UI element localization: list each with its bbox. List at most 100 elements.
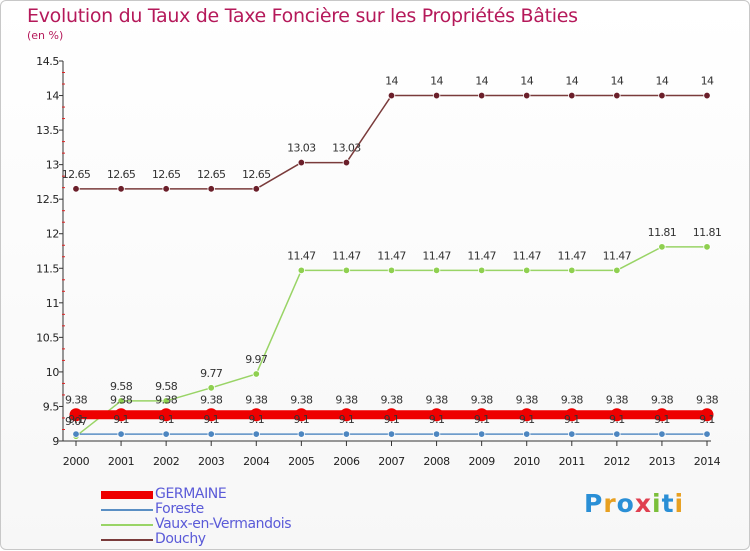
data-label: 11.81 [693, 226, 722, 239]
y-axis-unit-label: (en %) [27, 29, 64, 42]
data-label: 11.47 [377, 249, 406, 262]
legend-swatch [101, 508, 153, 511]
data-point [297, 158, 306, 167]
x-tick-label: 2002 [153, 455, 179, 468]
y-tick-label: 13 [46, 159, 60, 172]
y-tick-label: 14 [46, 90, 60, 103]
data-label: 9.1 [248, 413, 264, 426]
y-tick-label: 13.5 [36, 124, 59, 137]
data-label: 11.47 [422, 249, 451, 262]
data-label: 9.38 [651, 394, 674, 407]
data-point [252, 370, 260, 378]
data-label: 9.38 [335, 394, 358, 407]
data-point [700, 408, 714, 422]
logo-letter: t [661, 489, 675, 518]
data-point [613, 91, 621, 100]
data-label: 9.38 [245, 394, 268, 407]
data-label: 9.1 [519, 413, 535, 426]
data-label: 9.38 [65, 394, 88, 407]
data-point [568, 266, 576, 275]
legend-label: Foreste [155, 501, 204, 517]
x-tick-label: 2005 [288, 455, 315, 468]
data-point [523, 430, 531, 438]
data-point [565, 408, 579, 422]
data-point [297, 266, 306, 275]
data-point [568, 430, 576, 438]
data-point [252, 185, 260, 193]
y-tick-label: 10 [46, 366, 60, 379]
data-point [475, 408, 489, 422]
data-label: 9.38 [290, 394, 313, 407]
data-label: 9.1 [113, 413, 129, 426]
data-point [294, 408, 308, 422]
logo-letter: P [584, 489, 604, 518]
data-label: 13.03 [287, 142, 316, 155]
data-point [703, 91, 711, 100]
x-tick-label: 2013 [649, 455, 676, 468]
legend-label: Vaux-en-Vermandois [155, 516, 292, 532]
data-point [162, 430, 170, 438]
y-tick-label: 12.5 [36, 193, 59, 206]
data-point [117, 430, 125, 438]
data-label: 14 [430, 75, 443, 88]
data-point [114, 408, 128, 422]
data-point [387, 266, 396, 275]
data-point [432, 266, 441, 275]
data-point [204, 408, 218, 422]
data-point [477, 430, 486, 438]
legend-swatch [101, 523, 153, 526]
data-label: 9.1 [158, 413, 174, 426]
data-label: 9.1 [429, 413, 445, 426]
data-label: 12.65 [62, 168, 91, 181]
data-label: 9.38 [606, 394, 629, 407]
data-label: 11.47 [603, 249, 632, 262]
logo-letter: o [616, 489, 635, 518]
data-point [613, 430, 621, 438]
data-point [477, 91, 486, 100]
data-label: 14 [701, 75, 714, 88]
data-label: 12.65 [197, 168, 226, 181]
data-point [658, 91, 666, 100]
legend-label: Douchy [155, 531, 206, 547]
data-point [387, 430, 396, 438]
data-point [159, 408, 173, 422]
data-point [387, 91, 396, 100]
data-label: 12.65 [107, 168, 136, 181]
data-point [658, 243, 666, 251]
data-point [207, 384, 215, 392]
data-point [385, 408, 398, 422]
x-tick-label: 2001 [108, 455, 134, 468]
data-point [568, 91, 576, 100]
data-label: 9.58 [110, 380, 133, 393]
chart-title: Evolution du Taux de Taxe Foncière sur l… [27, 5, 578, 27]
x-tick-label: 2004 [243, 455, 270, 468]
x-tick-label: 2014 [694, 455, 721, 468]
data-label: 11.47 [512, 249, 541, 262]
x-tick-label: 2009 [468, 455, 495, 468]
data-label: 9.1 [474, 413, 490, 426]
data-label: 9.38 [155, 394, 178, 407]
y-tick-label: 9.5 [43, 400, 60, 413]
data-point [69, 408, 83, 422]
data-label: 9.38 [471, 394, 494, 407]
data-point [252, 430, 260, 438]
data-label: 14 [610, 75, 623, 88]
data-label: 9.1 [339, 413, 355, 426]
data-point [658, 430, 666, 438]
legend-label: GERMAINE [155, 486, 227, 502]
data-point [339, 408, 353, 422]
data-point [117, 185, 125, 193]
data-point [610, 408, 624, 422]
data-point [520, 408, 534, 422]
y-tick-label: 12 [46, 228, 59, 241]
legend-swatch [101, 538, 153, 541]
data-point [523, 91, 531, 100]
x-tick-label: 2011 [559, 455, 585, 468]
data-point [342, 158, 351, 167]
y-tick-label: 14.5 [36, 55, 59, 68]
data-label: 11.47 [558, 249, 587, 262]
data-point [342, 266, 351, 275]
logo-letter: i [674, 489, 685, 518]
legend-item-foreste: Foreste [101, 502, 291, 517]
